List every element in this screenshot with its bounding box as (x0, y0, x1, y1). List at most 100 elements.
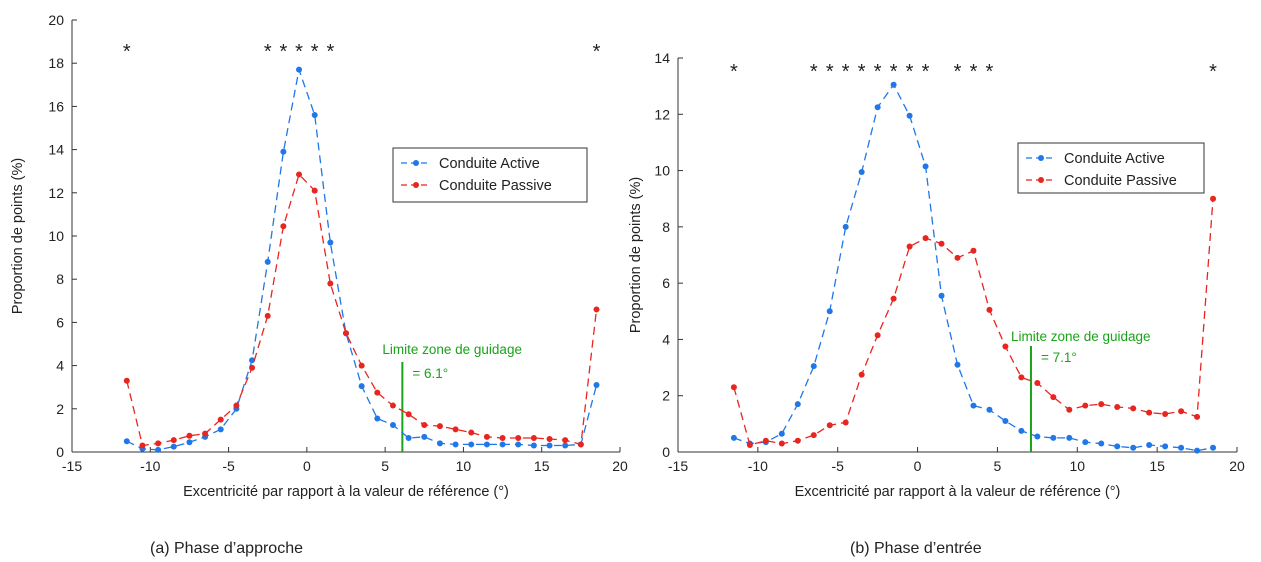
x-tick-label: 10 (1069, 458, 1085, 474)
data-point-passive (874, 332, 881, 339)
x-tick-label: 20 (612, 458, 628, 474)
data-point-passive (530, 434, 537, 441)
data-point-passive (954, 254, 961, 261)
significance-marker: * (123, 41, 131, 63)
x-tick-label: -5 (222, 458, 235, 474)
legend-label: Conduite Active (439, 156, 540, 172)
x-tick-label: -15 (668, 458, 688, 474)
significance-marker: * (730, 61, 738, 83)
data-point-active (1162, 443, 1169, 450)
data-point-active (264, 258, 271, 265)
data-point-passive (483, 433, 490, 440)
data-point-active (810, 363, 817, 370)
data-point-passive (123, 377, 130, 384)
significance-marker: * (593, 41, 601, 63)
y-tick-label: 8 (56, 271, 64, 287)
x-tick-label: -5 (831, 458, 844, 474)
significance-marker: * (295, 41, 303, 63)
data-point-active (970, 402, 977, 409)
data-point-passive (233, 402, 240, 409)
legend-box (392, 147, 588, 203)
legend-box (1017, 142, 1205, 194)
data-point-passive (249, 364, 256, 371)
data-point-active (499, 441, 506, 448)
y-axis-title: Proportion de points (%) (10, 158, 26, 314)
data-point-active (249, 357, 256, 364)
data-point-passive (343, 330, 349, 337)
x-tick-label: 15 (1149, 458, 1165, 474)
x-tick-label: 0 (914, 458, 922, 474)
guidance-limit-value: = 6.1° (412, 366, 448, 381)
data-point-passive (170, 437, 177, 444)
data-point-active (436, 440, 443, 447)
guidance-limit-value: = 7.1° (1041, 350, 1077, 365)
y-tick-label: 8 (662, 219, 670, 235)
data-point-passive (405, 411, 412, 418)
y-tick-label: 2 (56, 401, 64, 417)
data-point-passive (1162, 411, 1169, 418)
data-point-passive (1194, 413, 1201, 420)
significance-marker: * (279, 41, 287, 63)
data-point-active (1050, 434, 1057, 441)
x-tick-label: -10 (748, 458, 768, 474)
data-point-passive (1210, 195, 1217, 202)
data-point-active (1018, 427, 1025, 434)
x-tick-label: 10 (456, 458, 472, 474)
guidance-limit-label: Limite zone de guidage (382, 342, 522, 357)
x-axis-title: Excentricité par rapport à la valeur de … (183, 484, 509, 500)
data-point-passive (810, 432, 817, 439)
significance-marker: * (890, 61, 898, 83)
data-point-passive (778, 440, 785, 447)
data-point-active (515, 441, 522, 448)
significance-marker: * (311, 41, 319, 63)
x-tick-label: -10 (140, 458, 160, 474)
data-point-passive (436, 423, 443, 430)
data-point-active (1210, 444, 1217, 451)
data-point-active (155, 446, 162, 453)
data-point-passive (1130, 405, 1137, 412)
data-point-passive (1082, 402, 1089, 409)
data-point-active (186, 439, 193, 446)
data-point-passive (358, 362, 365, 369)
significance-marker: * (842, 61, 850, 83)
data-point-passive (452, 426, 459, 433)
significance-marker: * (986, 61, 994, 83)
data-point-passive (746, 441, 753, 448)
legend-marker (1038, 155, 1044, 161)
data-point-passive (389, 402, 396, 409)
x-axis-title: Excentricité par rapport à la valeur de … (795, 484, 1121, 500)
guidance-limit-label: Limite zone de guidage (1011, 329, 1151, 344)
y-tick-label: 4 (56, 358, 64, 374)
data-point-passive (922, 235, 929, 242)
data-point-passive (1178, 408, 1185, 415)
data-point-passive (1050, 394, 1057, 401)
data-point-active (730, 434, 737, 441)
y-axis-title: Proportion de points (%) (628, 177, 644, 333)
data-point-passive (986, 306, 993, 313)
significance-marker: * (810, 61, 818, 83)
data-point-passive (1002, 343, 1009, 350)
data-point-passive (499, 434, 506, 441)
significance-marker: * (826, 61, 834, 83)
data-point-active (906, 112, 913, 119)
data-point-passive (515, 434, 522, 441)
x-tick-label: 15 (534, 458, 550, 474)
chart-approach-phase: -15 -10 -5 0 5 10 15 20 0 2 4 6 8 10 12 14 16 18 20 Excentr… (10, 12, 628, 557)
series-line-passive (126, 173, 598, 447)
legend-label: Conduite Active (1064, 151, 1165, 167)
series-line-active (733, 83, 1214, 452)
data-point-active (280, 148, 287, 155)
data-point-passive (296, 171, 303, 178)
series-line-active (126, 67, 598, 451)
data-point-passive (794, 437, 801, 444)
y-tick-label: 2 (662, 388, 670, 404)
significance-marker: * (954, 61, 962, 83)
data-point-passive (970, 247, 977, 254)
significance-marker: * (1209, 61, 1217, 83)
y-tick-label: 10 (48, 228, 64, 244)
data-point-passive (842, 419, 849, 426)
data-point-active (778, 430, 785, 437)
data-point-active (1034, 433, 1041, 440)
x-tick-label: 5 (381, 458, 389, 474)
data-point-passive (311, 187, 318, 194)
